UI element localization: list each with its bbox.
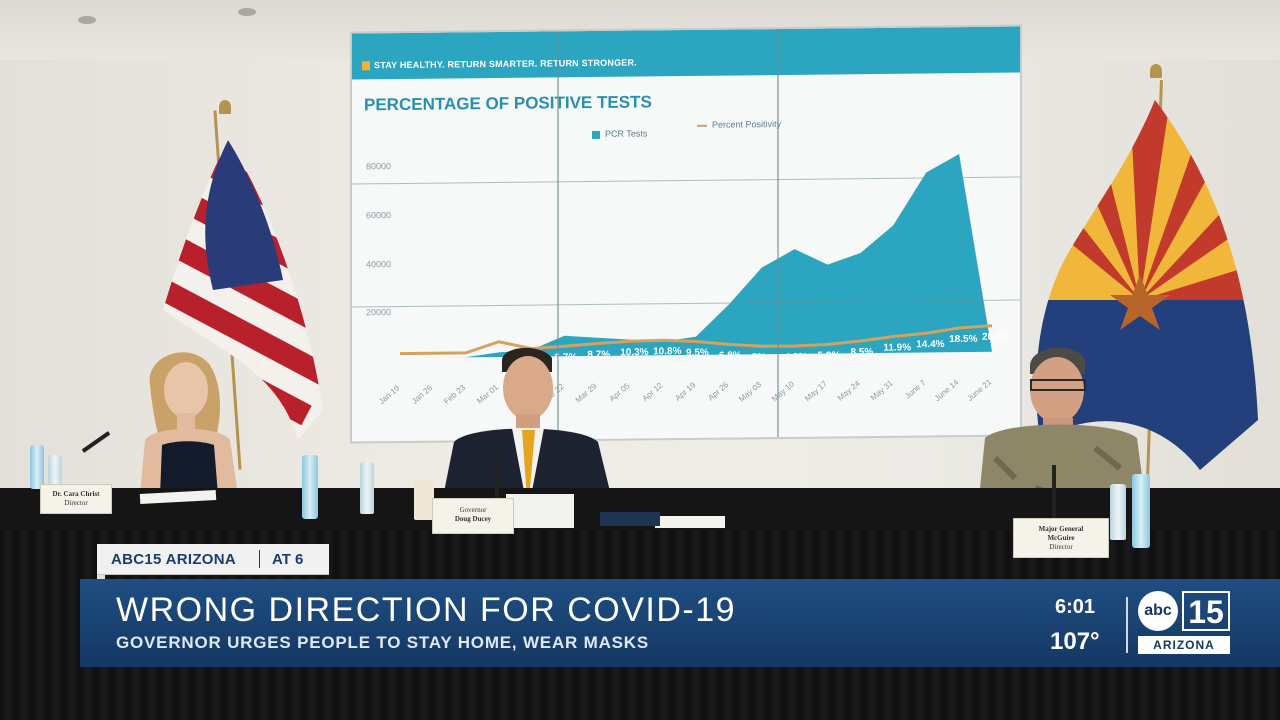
x-tick-label: Apr 12 [641, 381, 665, 404]
chart-plot: 6.7% 8.7% 10.3% 10.8% 9.5% 6.8% 5% 4.9% 5.9% 8.5%… [377, 153, 1010, 406]
nameplate-line: Director [64, 499, 88, 507]
data-label: 5.9% [818, 350, 841, 361]
headline: WRONG DIRECTION FOR COVID-19 [116, 591, 737, 629]
nameplate-line: Dr. Cara Christ [52, 490, 100, 498]
projection-screen: STAY HEALTHY. RETURN SMARTER. RETURN STR… [352, 26, 1020, 442]
tag-divider [259, 550, 260, 568]
temperature-display: 107° [1050, 628, 1100, 655]
banner-divider [1126, 597, 1128, 653]
nameplate-right: Major General McGuire Director [1013, 518, 1109, 558]
document [655, 516, 725, 528]
data-label: 10.8% [653, 346, 681, 357]
nameplate-line: Director [1049, 543, 1073, 551]
subheadline: GOVERNOR URGES PEOPLE TO STAY HOME, WEAR… [116, 633, 650, 652]
nameplate-center: Governor Doug Ducey [432, 498, 514, 534]
screen-seam-vertical [777, 29, 779, 438]
microphone [1052, 465, 1056, 520]
x-tick-label: June 7 [903, 378, 928, 401]
microphone [495, 455, 499, 500]
x-tick-label: May 24 [836, 378, 862, 402]
nameplate-line: Doug Ducey [454, 515, 492, 523]
document [506, 494, 574, 528]
ceiling-light [78, 16, 96, 24]
flag-finial [1150, 64, 1162, 78]
x-tick-label: Jan 26 [410, 383, 435, 406]
x-tick-label: Apr 26 [706, 380, 730, 403]
logo-subtitle: ARIZONA [1138, 636, 1230, 654]
data-label: 20.1% [982, 331, 1010, 342]
arizona-flag [1036, 100, 1258, 470]
speaker-left [140, 352, 238, 495]
sanitizer-bottle [30, 445, 44, 489]
x-tick-label: May 10 [770, 379, 796, 403]
data-label: 4.9% [785, 352, 808, 363]
sanitizer-bottle [1132, 474, 1150, 548]
data-label: 14.4% [916, 339, 944, 350]
abc15-logo: abc 15 ARIZONA [1138, 591, 1232, 657]
percent-positivity-line [400, 324, 993, 356]
nameplate-line: Governor [459, 506, 487, 514]
data-label: 9.5% [686, 347, 709, 358]
water-bottle [360, 462, 374, 514]
station-name: ABC15 ARIZONA [111, 551, 237, 568]
sanitizer-bottle [302, 455, 318, 519]
coffee-cup [414, 480, 434, 520]
data-label: 11.9% [883, 342, 911, 353]
flag-finial [219, 100, 231, 114]
x-tick-label: May 17 [803, 379, 829, 403]
x-tick-label: May 31 [869, 378, 895, 402]
data-label: 6.8% [719, 350, 742, 361]
program-tag: ABC15 ARIZONA AT 6 [97, 544, 329, 574]
time-display: 6:01 [1055, 596, 1096, 618]
water-bottle [1110, 484, 1126, 540]
data-label: 5% [752, 352, 767, 363]
channel-number: 15 [1182, 591, 1230, 631]
folder [600, 512, 660, 526]
us-flag [163, 140, 323, 440]
data-label: 8.5% [850, 347, 873, 358]
headline-banner: WRONG DIRECTION FOR COVID-19 GOVERNOR UR… [80, 579, 1280, 667]
nameplate-left: Dr. Cara Christ Director [40, 484, 112, 514]
data-label: 8.7% [587, 349, 610, 360]
data-label: 6.7% [554, 352, 577, 363]
abc-logo-circle: abc [1138, 591, 1178, 631]
data-label: 18.5% [949, 334, 977, 345]
x-tick-label: May 03 [737, 380, 763, 404]
water-bottle [48, 455, 62, 489]
x-tick-label: Jan 19 [377, 383, 402, 406]
nameplate-line: Major General [1038, 525, 1084, 533]
pcr-tests-area [400, 153, 992, 358]
x-tick-label: Apr 19 [673, 380, 697, 403]
x-tick-label: June 14 [933, 377, 961, 403]
ceiling-light [238, 8, 256, 16]
nameplate-line: McGuire [1047, 534, 1075, 542]
program-name: AT 6 [272, 551, 304, 568]
data-label: 10.3% [620, 347, 648, 358]
speaker-governor [440, 347, 615, 512]
